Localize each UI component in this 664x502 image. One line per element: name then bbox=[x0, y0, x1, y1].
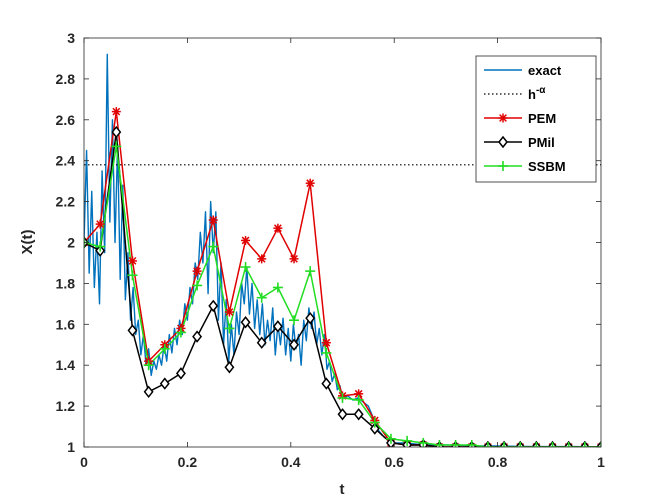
plot-area bbox=[84, 53, 601, 447]
data-point-ssbm bbox=[515, 442, 526, 447]
legend-marker-pmil bbox=[498, 135, 508, 149]
data-point-ssbm bbox=[353, 394, 364, 405]
data-point-pmil bbox=[272, 320, 283, 333]
data-point-pem bbox=[111, 107, 121, 117]
data-point-ssbm bbox=[95, 241, 106, 252]
data-point-pmil bbox=[224, 361, 235, 374]
data-point-pem bbox=[224, 307, 234, 317]
y-axis-label: X(t) bbox=[19, 230, 36, 255]
data-point-ssbm bbox=[466, 439, 477, 447]
legend-marker-pem bbox=[498, 113, 508, 123]
data-point-pem bbox=[127, 256, 137, 266]
data-point-ssbm bbox=[547, 442, 558, 447]
data-point-pmil bbox=[143, 385, 154, 398]
x-tick-label: 0.2 bbox=[178, 454, 198, 470]
y-tick-label: 2.8 bbox=[56, 71, 76, 87]
legend-label-ssbm: SSBM bbox=[528, 159, 566, 174]
y-tick-label: 2.2 bbox=[56, 194, 76, 210]
data-point-ssbm bbox=[531, 442, 542, 447]
data-point-ssbm bbox=[143, 360, 154, 371]
data-point-ssbm bbox=[256, 292, 267, 303]
data-point-ssbm bbox=[321, 347, 332, 358]
data-point-pmil bbox=[256, 336, 267, 349]
data-point-pmil bbox=[192, 330, 203, 343]
data-point-pmil bbox=[127, 324, 138, 337]
data-point-ssbm bbox=[175, 327, 186, 338]
data-point-ssbm bbox=[127, 270, 138, 281]
data-point-pem bbox=[95, 219, 105, 229]
data-point-ssbm bbox=[418, 437, 429, 447]
y-tick-label: 3 bbox=[67, 30, 75, 46]
data-point-ssbm bbox=[369, 417, 380, 428]
x-axis-label: t bbox=[340, 481, 345, 498]
data-point-pem bbox=[241, 235, 251, 245]
data-point-ssbm bbox=[224, 323, 235, 334]
data-point-pmil bbox=[353, 408, 364, 421]
y-tick-label: 2.6 bbox=[56, 112, 76, 128]
data-point-pmil bbox=[596, 440, 601, 447]
data-point-pmil bbox=[337, 408, 348, 421]
data-point-pem bbox=[321, 338, 331, 348]
data-point-pem bbox=[257, 254, 267, 264]
legend-label-exact: exact bbox=[528, 63, 562, 78]
data-point-ssbm bbox=[499, 442, 510, 447]
data-point-ssbm bbox=[192, 280, 203, 291]
data-point-pmil bbox=[175, 367, 186, 380]
data-point-ssbm bbox=[240, 262, 251, 273]
data-point-ssbm bbox=[208, 241, 219, 252]
data-point-pem bbox=[273, 223, 283, 233]
series-group bbox=[84, 53, 601, 447]
data-point-pem bbox=[192, 266, 202, 276]
data-point-pem bbox=[305, 178, 315, 188]
x-tick-label: 0.6 bbox=[384, 454, 404, 470]
y-tick-label: 2.4 bbox=[56, 153, 76, 169]
legend-label-pmil: PMil bbox=[528, 135, 555, 150]
data-point-pmil bbox=[289, 338, 299, 351]
x-tick-label: 0.8 bbox=[488, 454, 508, 470]
y-tick-label: 1.6 bbox=[56, 316, 76, 332]
data-point-ssbm bbox=[272, 282, 283, 293]
axes: 0 0.2 0.4 0.6 0.8 1 1 1.2 1.4 1.6 1.8 2 2.2 2.4 2.6 2.8… bbox=[56, 30, 606, 470]
data-point-ssbm bbox=[111, 141, 122, 152]
data-point-pmil bbox=[321, 377, 332, 390]
legend-label-pem: PEM bbox=[528, 111, 556, 126]
x-tick-label: 0.4 bbox=[281, 454, 301, 470]
data-point-pmil bbox=[369, 422, 380, 435]
data-point-ssbm bbox=[434, 439, 445, 447]
data-point-ssbm bbox=[305, 266, 316, 277]
data-point-pmil bbox=[240, 316, 251, 329]
data-point-ssbm bbox=[482, 442, 493, 447]
legend-box bbox=[475, 55, 597, 183]
y-tick-label: 1 bbox=[67, 439, 75, 455]
data-point-ssbm bbox=[563, 442, 574, 447]
data-point-ssbm bbox=[450, 439, 461, 447]
data-point-ssbm bbox=[289, 315, 300, 326]
data-point-ssbm bbox=[385, 433, 396, 444]
data-point-pmil bbox=[111, 125, 122, 139]
y-tick-label: 1.2 bbox=[56, 398, 76, 414]
data-point-ssbm bbox=[402, 435, 413, 446]
data-point-pem bbox=[208, 215, 218, 225]
x-tick-label: 0 bbox=[80, 454, 88, 470]
data-point-pmil bbox=[159, 377, 170, 390]
data-point-ssbm bbox=[579, 442, 590, 447]
data-point-ssbm bbox=[337, 392, 348, 403]
data-point-pem bbox=[289, 254, 299, 264]
legend-marker-ssbm bbox=[498, 161, 508, 171]
data-point-pmil bbox=[208, 299, 219, 313]
data-point-pmil bbox=[305, 311, 316, 325]
y-tick-label: 2 bbox=[67, 235, 75, 251]
y-tick-label: 1.8 bbox=[56, 275, 76, 291]
y-tick-label: 1.4 bbox=[56, 357, 76, 373]
x-tick-label: 1 bbox=[597, 454, 605, 470]
data-point-ssbm bbox=[159, 343, 170, 354]
